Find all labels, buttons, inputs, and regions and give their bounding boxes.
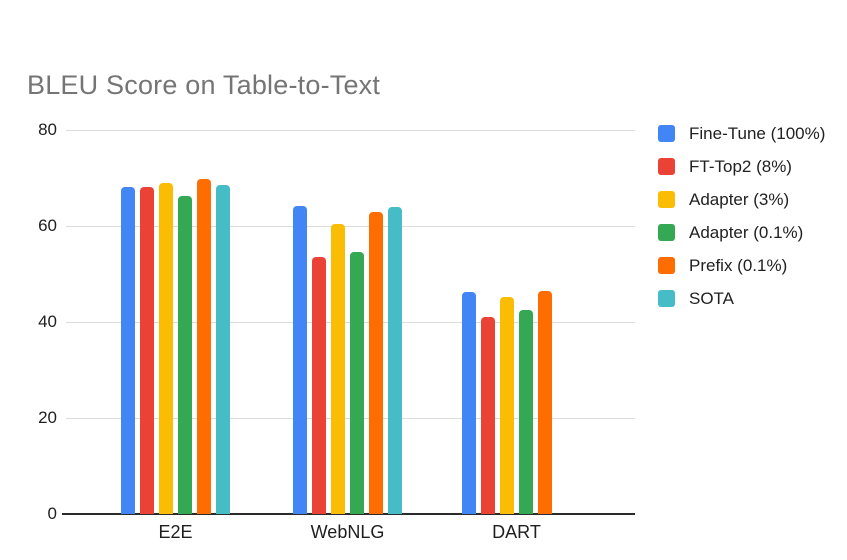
bar-group-e2e xyxy=(121,130,230,514)
plot-area xyxy=(62,130,635,515)
gridline-80 xyxy=(66,130,635,131)
x-axis-line xyxy=(62,513,635,515)
legend-label: Prefix (0.1%) xyxy=(689,255,788,275)
bar-dart-ft-top2-8 xyxy=(481,317,495,514)
legend-swatch-icon xyxy=(658,191,675,208)
legend: Fine-Tune (100%) FT-Top2 (8%) Adapter (3%)… xyxy=(658,117,825,315)
bar-dart-fine-tune-100 xyxy=(462,292,476,514)
bar-webnlg-prefix-0-1 xyxy=(369,212,383,514)
legend-item-fine-tune-100: Fine-Tune (100%) xyxy=(658,117,825,150)
legend-item-ft-top2-8: FT-Top2 (8%) xyxy=(658,150,825,183)
legend-item-sota: SOTA xyxy=(658,282,825,315)
bar-e2e-prefix-0-1 xyxy=(197,179,211,514)
bar-webnlg-adapter-3 xyxy=(331,224,345,514)
bar-e2e-ft-top2-8 xyxy=(140,187,154,514)
legend-swatch-icon xyxy=(658,257,675,274)
bar-webnlg-fine-tune-100 xyxy=(293,205,307,514)
y-axis-tick-label: 0 xyxy=(47,504,57,523)
legend-item-adapter-3: Adapter (3%) xyxy=(658,183,825,216)
bar-dart-adapter-0-1 xyxy=(519,310,533,514)
bar-webnlg-ft-top2-8 xyxy=(312,256,326,514)
y-axis-tick-label: 20 xyxy=(38,408,57,427)
legend-swatch-icon xyxy=(658,158,675,175)
bar-e2e-fine-tune-100 xyxy=(121,186,135,514)
bar-webnlg-sota xyxy=(388,207,402,514)
y-axis-tick-label: 60 xyxy=(38,216,57,235)
legend-swatch-icon xyxy=(658,125,675,142)
bar-dart-adapter-3 xyxy=(500,297,514,514)
legend-label: Adapter (3%) xyxy=(689,189,790,209)
legend-label: SOTA xyxy=(689,288,735,308)
y-axis-tick-label: 40 xyxy=(38,312,57,331)
chart-title: BLEU Score on Table-to-Text xyxy=(27,70,381,100)
x-axis-tick-label-e2e: E2E xyxy=(158,522,193,542)
legend-label: Fine-Tune (100%) xyxy=(689,123,826,143)
bar-group-dart xyxy=(462,130,571,514)
bar-e2e-adapter-3 xyxy=(159,183,173,514)
bar-e2e-adapter-0-1 xyxy=(178,195,192,514)
bar-webnlg-adapter-0-1 xyxy=(350,252,364,514)
bar-e2e-sota xyxy=(216,184,230,514)
gridline-60 xyxy=(66,226,635,227)
legend-label: FT-Top2 (8%) xyxy=(689,156,792,176)
x-axis-tick-label-dart: DART xyxy=(492,522,541,542)
y-axis-tick-label: 80 xyxy=(38,120,57,139)
bar-dart-prefix-0-1 xyxy=(538,291,552,514)
x-axis-tick-label-webnlg: WebNLG xyxy=(310,522,385,542)
legend-item-prefix-0-1: Prefix (0.1%) xyxy=(658,249,825,282)
legend-swatch-icon xyxy=(658,224,675,241)
legend-item-adapter-0-1: Adapter (0.1%) xyxy=(658,216,825,249)
legend-label: Adapter (0.1%) xyxy=(689,222,804,242)
legend-swatch-icon xyxy=(658,290,675,307)
bar-group-webnlg xyxy=(293,130,402,514)
